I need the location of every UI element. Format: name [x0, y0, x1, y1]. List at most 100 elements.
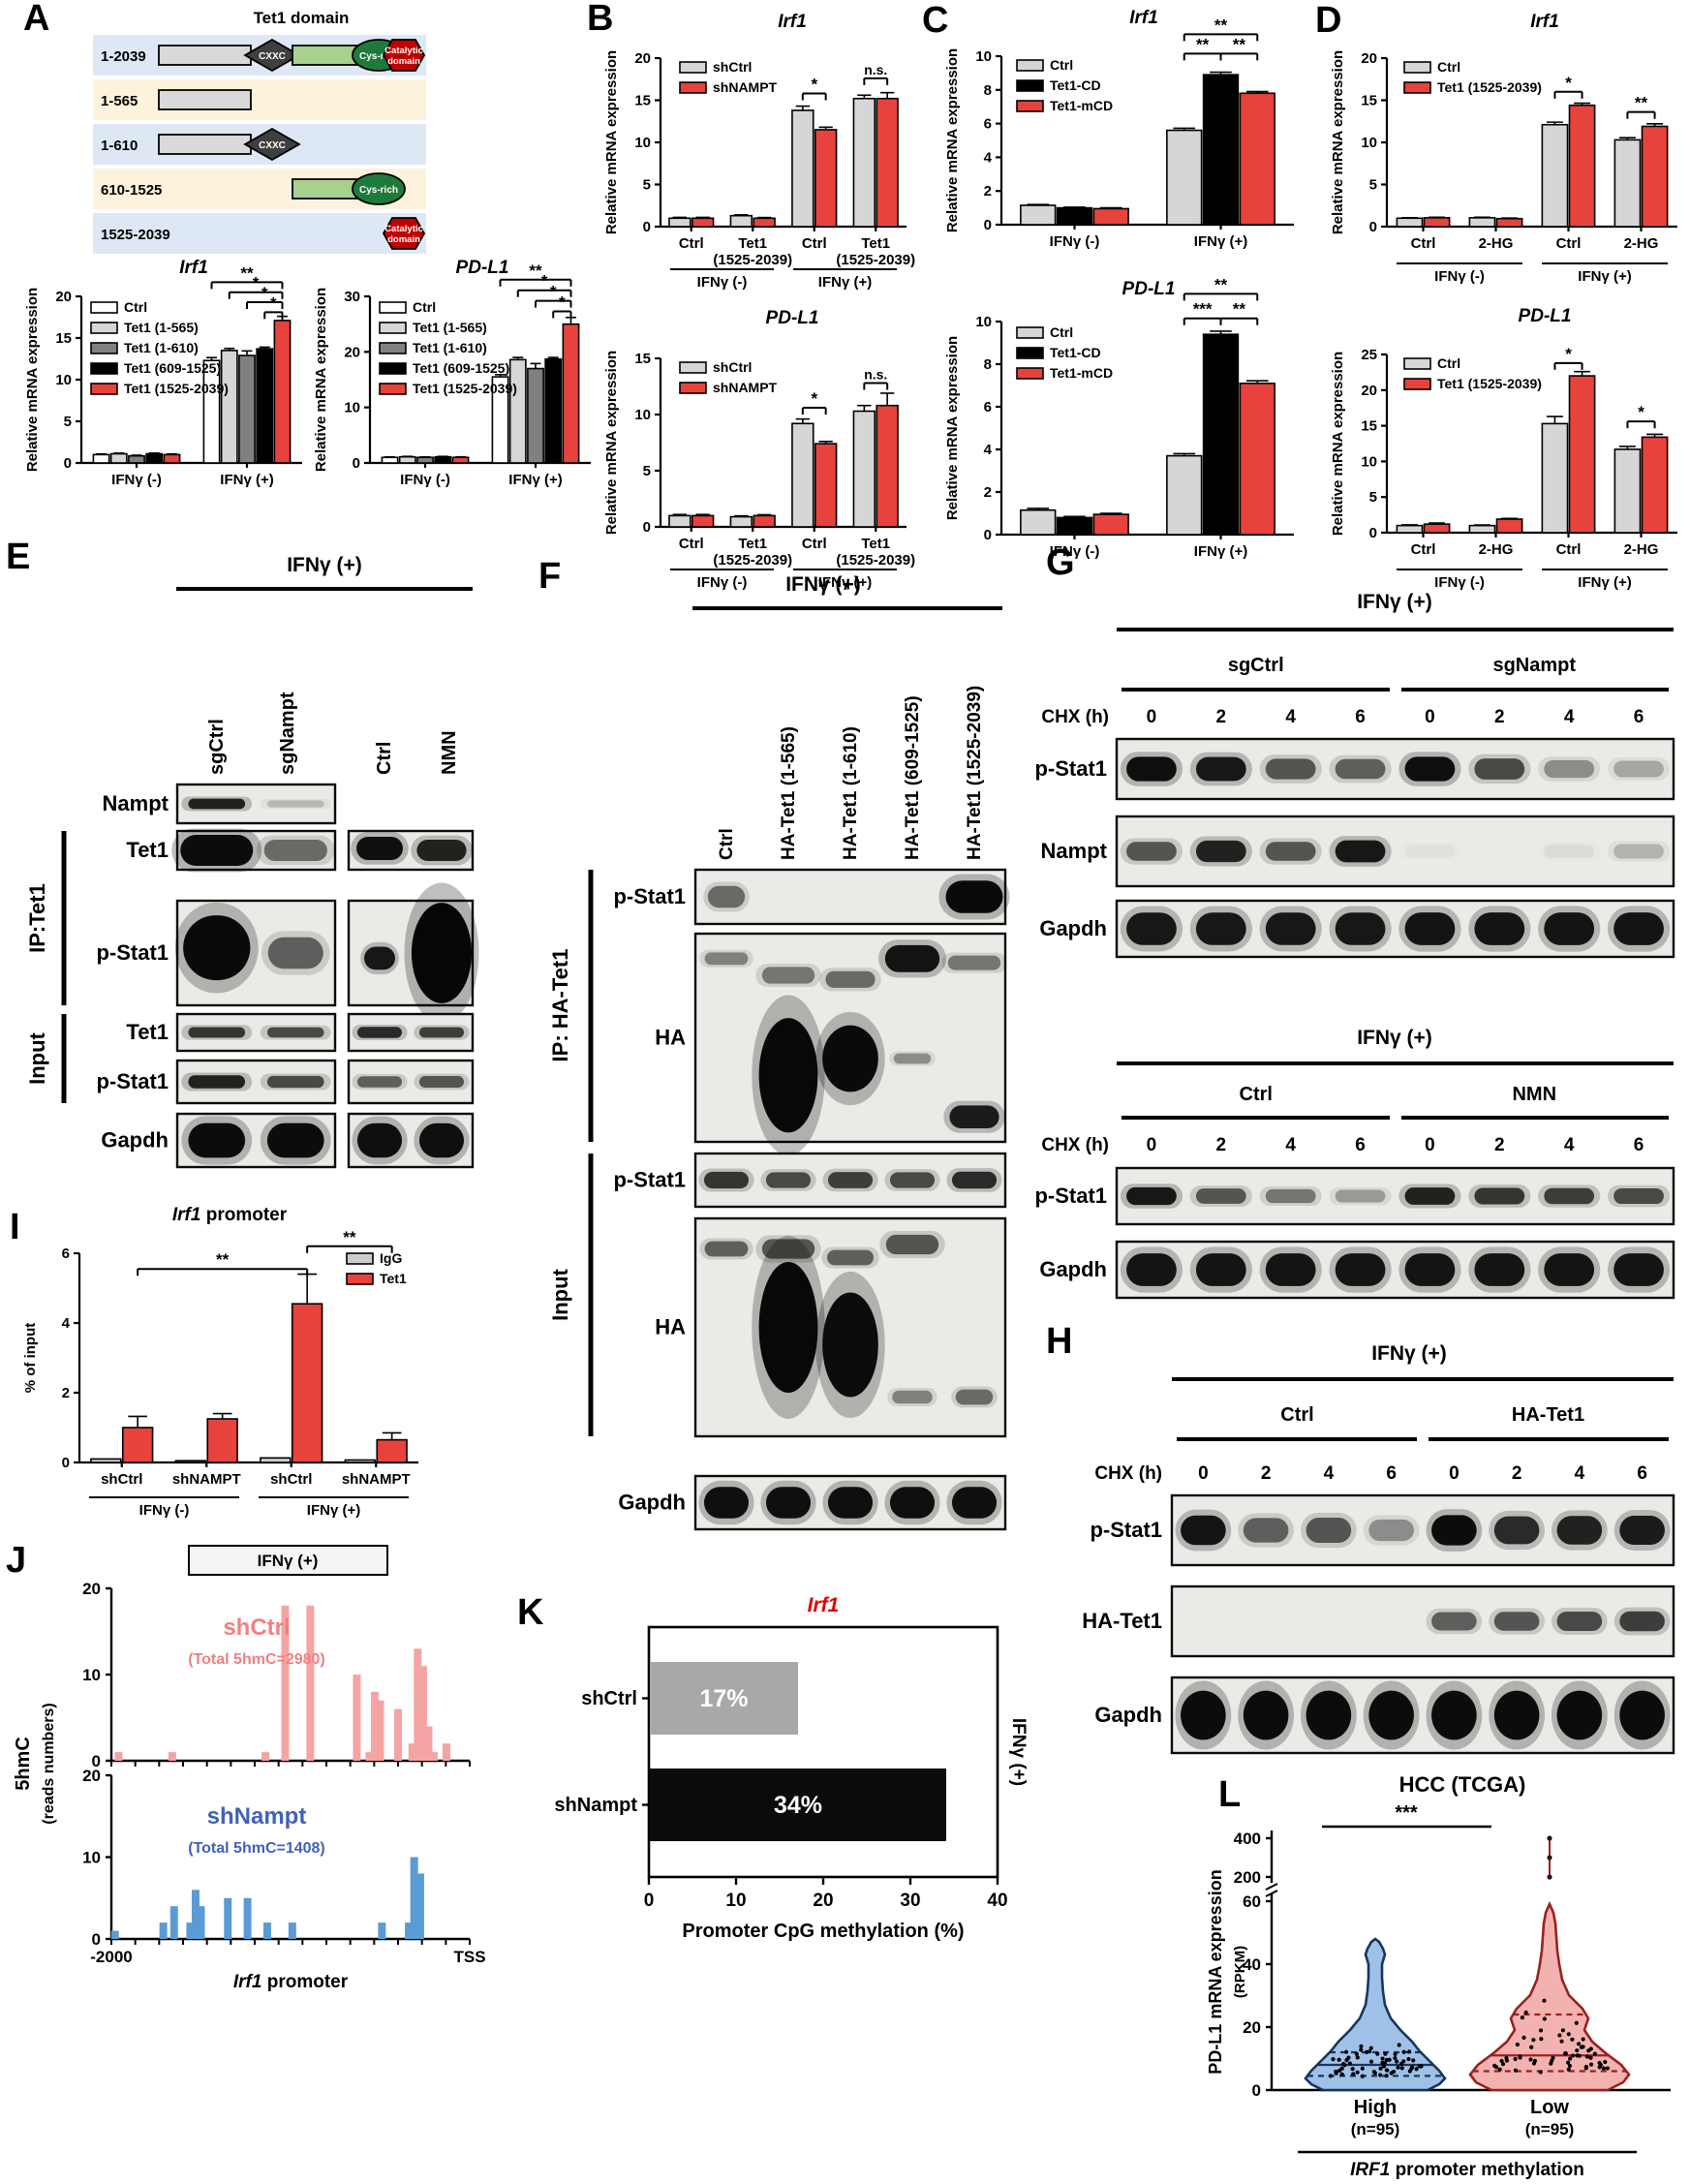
- bars: [92, 315, 292, 464]
- blot-band: [707, 885, 746, 908]
- legend-swatch: [90, 301, 118, 314]
- blot-band: [1181, 1515, 1226, 1546]
- blot-band: [1126, 1253, 1177, 1286]
- hist-bar: [197, 1906, 205, 1939]
- blot-band-halo: [1329, 1186, 1392, 1206]
- x-labels: IFNγ (-) IFNγ (+): [1050, 225, 1247, 250]
- blot-band: [1126, 756, 1177, 782]
- bar: [852, 410, 876, 528]
- catalytic-label: domain: [387, 56, 420, 67]
- blot-band: [1431, 1690, 1477, 1740]
- sig-label: **: [343, 1228, 356, 1246]
- legend-swatch: [90, 362, 118, 375]
- y-axis-label: Relative mRNA expression: [24, 288, 41, 472]
- blot-band: [1474, 1253, 1525, 1286]
- chx-label: CHX (h): [1041, 1135, 1109, 1155]
- hist-bar: [418, 1666, 427, 1761]
- blot-band-halo: [1259, 1185, 1322, 1207]
- blot-band: [416, 840, 467, 861]
- diagram-title: Tet1 domain: [254, 9, 350, 27]
- hist-bar: [430, 1752, 438, 1761]
- group-label: (1525-2039): [836, 252, 915, 268]
- bar: [1239, 92, 1275, 226]
- sig-label: ***: [1193, 300, 1213, 319]
- title: PD-L1: [766, 308, 819, 328]
- bar: [1541, 422, 1569, 534]
- blot-band-halo: [887, 1388, 937, 1406]
- y-tick-label: 60: [1243, 1892, 1261, 1911]
- blot-band: [418, 1123, 465, 1158]
- domain-range-label: 610-1525: [101, 182, 162, 199]
- bar: [344, 1459, 377, 1463]
- chx-time: 6: [1355, 707, 1366, 727]
- bar: [1423, 523, 1451, 534]
- chx-time: 0: [1147, 1135, 1157, 1155]
- chx-time: 0: [1198, 1463, 1209, 1484]
- sig-label: *: [811, 76, 817, 94]
- chx-time: 6: [1386, 1463, 1397, 1484]
- cys-rich-domain: [352, 172, 406, 205]
- bar: [1568, 375, 1596, 534]
- y-tick-label: 6: [62, 1246, 70, 1262]
- y-tick-label: 5: [1369, 489, 1377, 506]
- y-axis-label: Relative mRNA expression: [944, 48, 961, 232]
- group-label: shNAMPT: [342, 1471, 411, 1488]
- legend-swatch: [679, 81, 707, 94]
- group-label: Ctrl: [1556, 541, 1582, 558]
- y-tick-label: 5: [1369, 177, 1377, 194]
- chx-time: 4: [1564, 1135, 1575, 1155]
- sig-label: *: [1638, 403, 1644, 421]
- y-tick-label: 5: [643, 463, 651, 479]
- legend-swatch: [379, 383, 407, 395]
- side-label: IFNγ (+): [1008, 1718, 1029, 1786]
- blot-band: [892, 1390, 933, 1404]
- category-n: (n=95): [1351, 2120, 1400, 2138]
- legend-label: Tet1 (1525-2039): [124, 381, 229, 396]
- blot-band: [765, 1172, 812, 1188]
- bar: [791, 109, 814, 228]
- blot-band: [1243, 1690, 1289, 1740]
- y-tick-label: 0: [643, 219, 651, 235]
- group-label: sgNampt: [1492, 655, 1576, 676]
- blot-band: [1265, 912, 1316, 945]
- chx-time: 4: [1575, 1463, 1585, 1484]
- blot-band: [884, 944, 940, 972]
- bars: [668, 91, 899, 228]
- bar: [729, 515, 753, 528]
- y-tick-label: 0: [1369, 219, 1377, 235]
- blot-band: [1613, 1187, 1664, 1205]
- blot-band: [1126, 1186, 1177, 1206]
- blot-band: [885, 1234, 939, 1255]
- blot-band-halo: [1363, 1515, 1420, 1546]
- blot-band: [356, 1027, 403, 1038]
- blot-band: [827, 1249, 874, 1266]
- hbar: [650, 1662, 798, 1735]
- y-tick-label: 15: [1361, 93, 1377, 109]
- blot-band-halo: [1607, 841, 1671, 862]
- legend-label: Ctrl: [124, 299, 147, 315]
- catalytic-domain: [382, 39, 426, 72]
- chart-i-chip: 0 2 4 6 % of input shCtrl shNAMPT shCtrl shNAMPT…: [22, 1205, 418, 1519]
- bar: [202, 359, 221, 464]
- lane-label: NMN: [439, 730, 460, 775]
- legend-label: shCtrl: [713, 359, 752, 375]
- axis: 0 2 4 6 8 10 Relative mRNA expression: [944, 314, 1294, 543]
- cys-label: Cys-rich: [359, 185, 398, 196]
- legend-label: shNAMPT: [713, 79, 778, 95]
- legend-label: shNAMPT: [713, 380, 778, 395]
- x-tick-label: 0: [644, 1891, 655, 1911]
- y-axis-label: 5hmC: [13, 1737, 34, 1791]
- sig-label: ***: [1395, 1802, 1418, 1824]
- chx-time: 2: [1512, 1463, 1522, 1484]
- blot-band: [1195, 1188, 1246, 1204]
- x-labels: IFNγ (-) IFNγ (+): [1050, 535, 1247, 560]
- chx-time: 2: [1216, 1135, 1227, 1155]
- title: PD-L1: [456, 258, 509, 278]
- blot-band: [1335, 758, 1386, 780]
- group-label: Tet1: [861, 235, 890, 252]
- legend: shCtrl shNAMPT: [679, 359, 778, 395]
- blot-band: [1405, 845, 1456, 857]
- significance: *****: [499, 261, 572, 319]
- lane-label: sgCtrl: [206, 719, 228, 775]
- y-tick-label: 15: [634, 351, 651, 367]
